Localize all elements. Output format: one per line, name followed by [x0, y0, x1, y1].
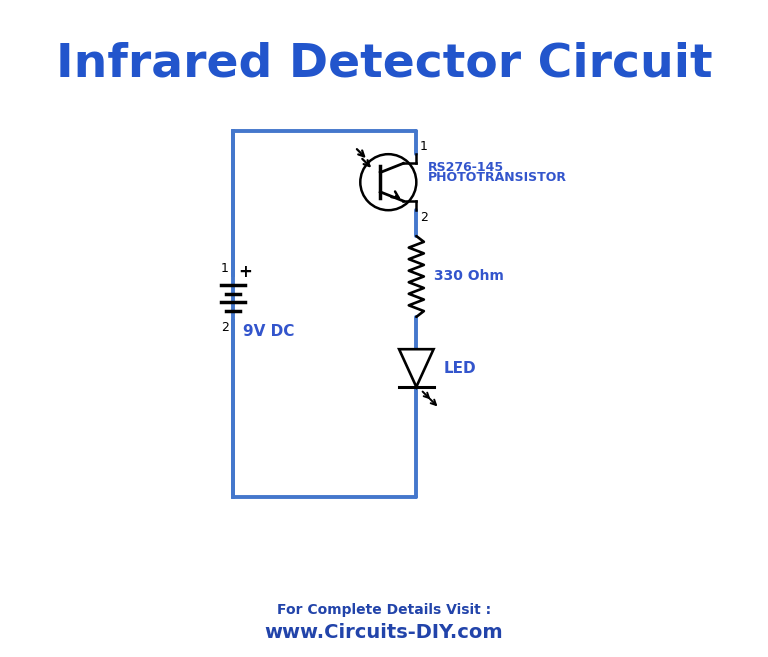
Text: LED: LED [443, 361, 476, 376]
Text: +: + [239, 263, 253, 281]
Text: 1: 1 [221, 262, 229, 275]
Text: Infrared Detector Circuit: Infrared Detector Circuit [56, 41, 712, 86]
Text: RS276-145: RS276-145 [429, 160, 505, 173]
Polygon shape [399, 350, 434, 387]
Text: 1: 1 [420, 140, 428, 153]
Text: PHOTOTRANSISTOR: PHOTOTRANSISTOR [429, 171, 568, 185]
Text: www.Circuits-DIY.com: www.Circuits-DIY.com [265, 623, 503, 641]
Text: 2: 2 [221, 321, 229, 334]
Text: 2: 2 [420, 212, 428, 224]
Text: 330 Ohm: 330 Ohm [434, 269, 504, 283]
Text: 9V DC: 9V DC [243, 324, 294, 339]
Text: For Complete Details Visit :: For Complete Details Visit : [277, 602, 491, 617]
